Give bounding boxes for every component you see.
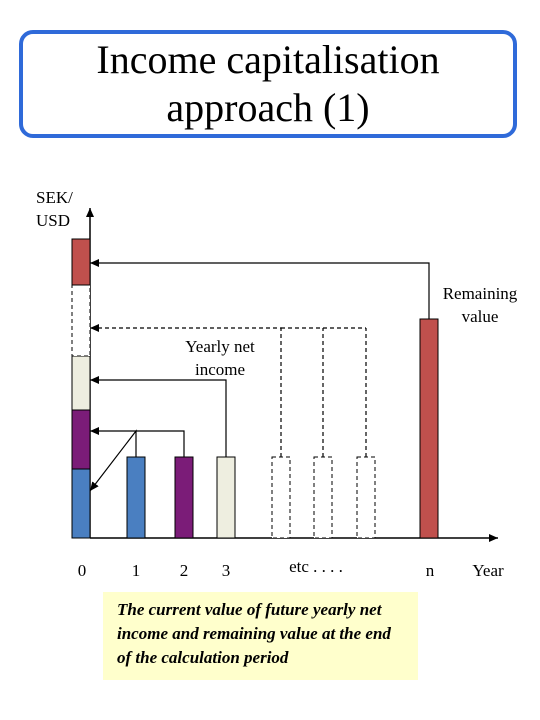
arrow-remaining-value [90, 259, 430, 319]
x-tick-1: 1 [131, 561, 141, 580]
bar-year-1 [126, 456, 146, 539]
x-tick-n: n [425, 561, 435, 580]
arrow-year-2 [90, 427, 185, 457]
stack-segment-income-1 [71, 468, 91, 539]
x-tick-3: 3 [221, 561, 231, 580]
bar-etc-3 [356, 456, 376, 539]
bar-year-n [419, 318, 439, 539]
bar-year-3 [216, 456, 236, 539]
stack-segment-remaining [71, 238, 91, 286]
stack-segment-income-3 [71, 355, 91, 411]
x-tick-etc: etc . . . . [289, 557, 343, 576]
label-remaining-value: Remaining value [442, 284, 518, 326]
title-line-2: approach (1) [166, 85, 370, 130]
x-tick-0: 0 [77, 561, 87, 580]
bar-etc-2 [313, 456, 333, 539]
title-line-1: Income capitalisation [96, 37, 440, 82]
y-axis-label: SEK/ USD [36, 188, 73, 230]
title-box: Income capitalisation approach (1) [19, 30, 517, 138]
label-yearly-net-income: Yearly net income [185, 337, 255, 379]
x-tick-2: 2 [179, 561, 189, 580]
bar-etc-1 [271, 456, 291, 539]
x-axis-label: Year [472, 561, 504, 580]
stack-segment-etc [71, 284, 91, 357]
arrow-year-3 [90, 376, 227, 457]
stack-segment-income-2 [71, 409, 91, 470]
caption: The current value of future yearly net i… [103, 592, 418, 680]
bar-year-2 [174, 456, 194, 539]
